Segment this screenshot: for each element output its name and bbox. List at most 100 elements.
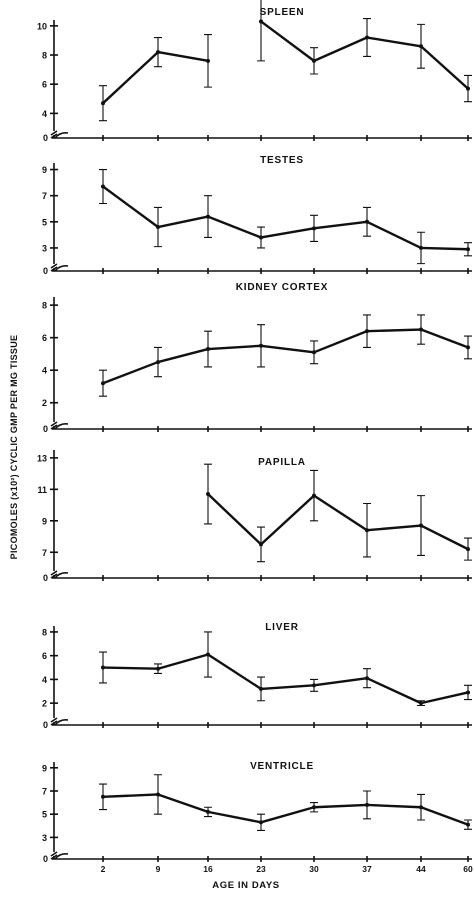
y-tick-label: 4 xyxy=(42,109,47,119)
y-tick-label: 3 xyxy=(42,833,47,843)
y-tick-label: 9 xyxy=(42,763,47,773)
y-tick-label-zero: 0 xyxy=(43,133,48,143)
data-point xyxy=(259,820,263,825)
panel-title: PAPILLA xyxy=(258,457,306,468)
y-tick-label: 7 xyxy=(42,787,47,797)
y-tick-label: 8 xyxy=(42,301,47,311)
y-tick-label-zero: 0 xyxy=(43,573,48,583)
data-point xyxy=(259,343,263,348)
axis-hook xyxy=(54,853,69,860)
data-point xyxy=(101,381,105,386)
chart-panels: SPLEEN 0 4 6 8 10 TESTES 0 3 5 7 9 KIDNEY CORTEX 0 2 4 6… xyxy=(37,0,472,864)
panel-kidney-cortex: KIDNEY CORTEX 0 2 4 6 8 xyxy=(42,282,472,434)
y-tick-label: 7 xyxy=(42,191,47,201)
data-point xyxy=(419,327,423,332)
data-point xyxy=(419,245,423,250)
y-tick-label: 4 xyxy=(42,675,47,685)
panel-testes: TESTES 0 3 5 7 9 xyxy=(42,155,472,276)
data-point xyxy=(101,101,105,106)
y-tick-label-zero: 0 xyxy=(43,266,48,276)
y-tick-label-zero: 0 xyxy=(43,720,48,730)
panel-spleen: SPLEEN 0 4 6 8 10 xyxy=(37,0,472,143)
y-tick-label: 2 xyxy=(42,699,47,709)
data-point xyxy=(312,805,316,810)
data-point xyxy=(156,792,160,797)
data-point xyxy=(206,809,210,814)
series-line xyxy=(102,328,469,385)
axis-hook xyxy=(54,572,69,579)
data-point xyxy=(419,523,423,528)
data-point xyxy=(156,666,160,671)
data-point xyxy=(206,214,210,219)
data-point xyxy=(156,225,160,230)
data-point xyxy=(365,219,369,224)
data-point xyxy=(419,805,423,810)
data-point xyxy=(312,683,316,688)
x-tick-label: 30 xyxy=(309,864,319,874)
y-tick-label: 9 xyxy=(42,516,47,526)
data-point xyxy=(101,665,105,670)
y-tick-label: 7 xyxy=(42,548,47,558)
series-line xyxy=(207,493,469,551)
data-point xyxy=(101,794,105,799)
data-point xyxy=(466,247,470,252)
data-point xyxy=(466,345,470,350)
x-tick-label: 16 xyxy=(203,864,213,874)
data-point xyxy=(365,329,369,334)
x-tick-label: 9 xyxy=(156,864,161,874)
x-tick-label: 2 xyxy=(101,864,106,874)
data-point xyxy=(466,86,470,91)
y-tick-label: 8 xyxy=(42,51,47,61)
data-point xyxy=(365,35,369,40)
y-tick-label: 5 xyxy=(42,217,47,227)
data-point xyxy=(312,350,316,355)
data-point xyxy=(206,492,210,497)
y-tick-label-zero: 0 xyxy=(43,424,48,434)
x-axis-label: AGE IN DAYS xyxy=(212,880,280,891)
x-tick-label: 37 xyxy=(362,864,372,874)
panel-title: LIVER xyxy=(265,622,298,633)
y-tick-label: 10 xyxy=(37,21,47,31)
panel-liver: LIVER 0 2 4 6 8 xyxy=(42,622,472,730)
data-point xyxy=(156,360,160,365)
data-point xyxy=(259,686,263,691)
panel-ventricle: VENTRICLE 0 3 5 7 9 xyxy=(42,761,472,864)
panel-title: SPLEEN xyxy=(260,7,305,18)
data-point xyxy=(312,493,316,498)
data-point xyxy=(101,184,105,189)
series-line xyxy=(102,653,469,705)
series-line xyxy=(102,793,469,826)
shared-x-axis: 2 9 16 23 30 37 44 60 xyxy=(101,864,473,874)
data-point xyxy=(259,19,263,24)
y-tick-label: 6 xyxy=(42,651,47,661)
y-tick-label: 3 xyxy=(42,243,47,253)
axis-hook xyxy=(54,132,69,139)
data-point xyxy=(312,58,316,63)
data-point xyxy=(312,226,316,231)
data-point xyxy=(206,652,210,657)
y-tick-label: 6 xyxy=(42,80,47,90)
data-point xyxy=(466,822,470,827)
x-tick-label: 23 xyxy=(256,864,266,874)
panel-papilla: PAPILLA 0 7 9 11 13 xyxy=(37,450,472,583)
axis-hook xyxy=(54,719,69,726)
data-point xyxy=(365,676,369,681)
data-point xyxy=(365,802,369,807)
panel-title: KIDNEY CORTEX xyxy=(236,282,328,293)
data-point xyxy=(156,50,160,55)
y-tick-label: 13 xyxy=(37,453,47,463)
data-point xyxy=(466,690,470,695)
y-tick-label: 5 xyxy=(42,810,47,820)
data-point xyxy=(466,547,470,552)
y-axis-label: PICOMOLES (x10²) CYCLIC GMP PER MG TISSU… xyxy=(9,335,19,560)
x-tick-label: 44 xyxy=(416,864,426,874)
data-point xyxy=(259,542,263,547)
y-tick-label: 6 xyxy=(42,333,47,343)
y-tick-label: 9 xyxy=(42,165,47,175)
data-point xyxy=(206,347,210,352)
series-line xyxy=(102,185,469,251)
data-point xyxy=(419,701,423,706)
panel-title: TESTES xyxy=(260,155,304,166)
y-tick-label: 4 xyxy=(42,366,47,376)
